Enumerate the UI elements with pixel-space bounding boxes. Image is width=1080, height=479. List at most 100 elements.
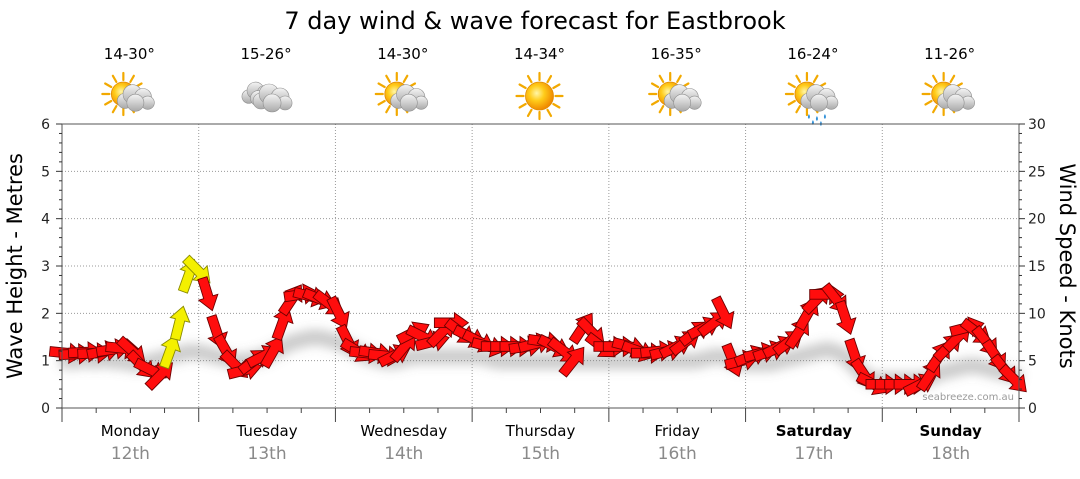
cloud-puff xyxy=(810,93,828,112)
sun-ray xyxy=(377,82,386,89)
cloud-shape xyxy=(663,84,702,112)
sun-ray xyxy=(650,82,660,89)
wind-arrow xyxy=(834,299,857,335)
sun-ray xyxy=(812,74,819,83)
sun-ray xyxy=(552,102,561,109)
sun-ray xyxy=(129,74,135,83)
day-name-label: Wednesday xyxy=(360,422,447,440)
rain-drop xyxy=(815,116,818,121)
right-tick-label: 15 xyxy=(1028,259,1046,275)
sun-ray xyxy=(546,74,553,84)
rain-drop xyxy=(807,114,810,119)
left-tick-label: 5 xyxy=(41,164,50,180)
right-tick-label: 30 xyxy=(1028,117,1046,133)
right-tick-label: 10 xyxy=(1028,306,1046,322)
ylabel-right: Wind Speed - Knots xyxy=(1055,163,1079,368)
right-tick-label: 25 xyxy=(1028,164,1046,180)
temp-range-label: 14-30° xyxy=(104,45,155,63)
chart-title: 7 day wind & wave forecast for Eastbrook xyxy=(284,7,785,35)
cloud-puff xyxy=(673,93,692,112)
day-name-label: Saturday xyxy=(776,422,853,440)
cloud-puff xyxy=(946,93,965,112)
rain-drop xyxy=(823,114,826,119)
day-name-label: Friday xyxy=(654,422,700,440)
temp-range-label: 16-24° xyxy=(787,45,838,63)
sun-ray xyxy=(795,74,802,83)
wind-arrow xyxy=(326,295,350,330)
right-tick-label: 0 xyxy=(1028,401,1037,417)
ylabel-left: Wave Height - Metres xyxy=(3,153,27,379)
sun-ray xyxy=(518,83,527,90)
day-date-label: 12th xyxy=(111,444,150,464)
temp-range-label: 14-30° xyxy=(377,45,428,63)
wind-arrow xyxy=(159,334,181,370)
sunny-icon xyxy=(515,71,564,121)
sun-ray xyxy=(385,105,391,114)
cloud-shape xyxy=(117,84,155,112)
sun-ray xyxy=(526,74,533,84)
sun-ray xyxy=(111,74,118,83)
day-name-label: Sunday xyxy=(919,422,982,440)
cloud-shape xyxy=(937,84,975,112)
cloud-puff xyxy=(399,93,418,112)
left-tick-label: 4 xyxy=(41,212,50,228)
temp-range-label: 14-34° xyxy=(514,45,565,63)
partly-cloudy-icon xyxy=(648,71,702,117)
day-date-label: 18th xyxy=(931,444,970,464)
sun-ray xyxy=(924,99,933,106)
sun-ray xyxy=(377,99,386,106)
right-axis: 0 5 10 15 20 25 30 xyxy=(1019,117,1046,417)
temp-range-label: 15-26° xyxy=(241,45,292,63)
wind-arrow xyxy=(259,335,284,369)
day-name-label: Tuesday xyxy=(236,422,298,440)
left-tick-label: 1 xyxy=(41,354,50,370)
sun-ray xyxy=(787,82,796,89)
sun-ray xyxy=(795,105,802,114)
sun-disc xyxy=(525,81,554,111)
sun-ray xyxy=(949,74,956,83)
partly-cloudy-icon xyxy=(921,71,975,117)
sun-ray xyxy=(650,99,660,106)
temp-range-label: 16-35° xyxy=(651,45,702,63)
sun-ray xyxy=(104,82,113,89)
day-date-label: 15th xyxy=(521,444,560,464)
rain-icon xyxy=(784,71,839,126)
sun-rays xyxy=(515,71,564,121)
left-tick-label: 2 xyxy=(41,306,50,322)
sun-ray xyxy=(658,105,665,114)
sun-ray xyxy=(546,108,553,118)
sun-ray xyxy=(932,74,938,83)
wind-arrow xyxy=(169,305,191,342)
sun-ray xyxy=(552,83,561,90)
day-date-label: 13th xyxy=(248,444,287,464)
cloud-shape xyxy=(800,84,839,112)
sun-ray xyxy=(518,102,527,109)
cloud-puff xyxy=(126,93,145,112)
day-date-label: 17th xyxy=(794,444,833,464)
right-tick-label: 20 xyxy=(1028,212,1046,228)
sun-ray xyxy=(526,108,533,118)
sun-ray xyxy=(385,74,391,83)
left-tick-label: 6 xyxy=(41,117,50,133)
sun-ray xyxy=(104,99,113,106)
wind-arrow xyxy=(144,362,174,391)
left-axis: 0 1 2 3 4 5 6 xyxy=(41,117,62,417)
weather-row: 14-30° 15-26° 14-30° 14-34° 16-35° 16-24° 11-2… xyxy=(101,45,975,126)
left-tick-label: 3 xyxy=(41,259,50,275)
cloudy-icon xyxy=(241,81,293,113)
partly-cloudy-icon xyxy=(374,71,429,117)
left-tick-label: 0 xyxy=(41,401,50,417)
sun-ray xyxy=(932,105,938,114)
wind-arrow xyxy=(271,306,294,341)
temp-range-label: 11-26° xyxy=(924,45,975,63)
wind-arrows xyxy=(48,254,1027,397)
partly-cloudy-icon xyxy=(101,71,155,117)
sun-ray xyxy=(787,99,796,106)
sun-ray xyxy=(402,74,409,83)
wind-arrow xyxy=(197,276,219,312)
right-tick-label: 5 xyxy=(1028,354,1037,370)
sun-ray xyxy=(111,105,118,114)
cloud-puff xyxy=(262,93,282,113)
